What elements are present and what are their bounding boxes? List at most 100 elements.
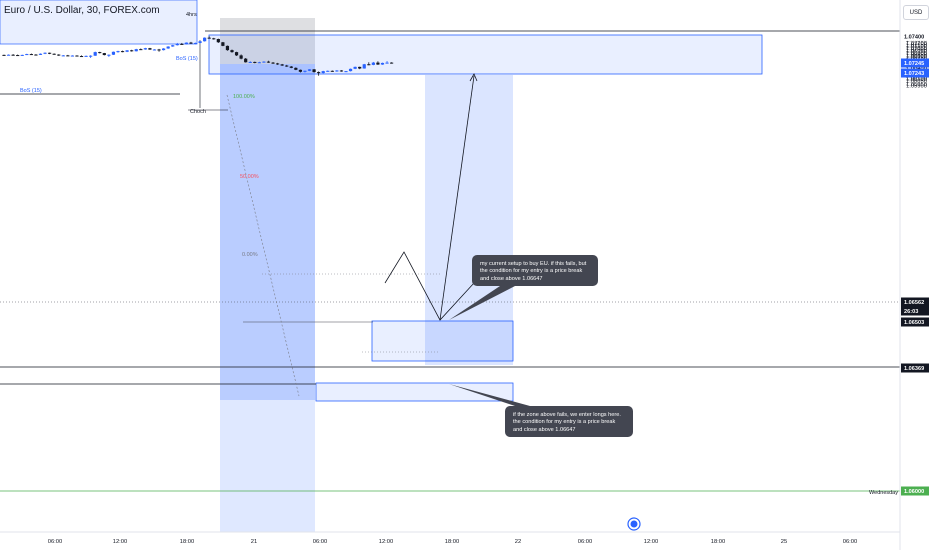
candle-body (134, 49, 138, 52)
fib-0-label: 0.00% (242, 252, 258, 258)
candle-body (207, 37, 211, 39)
candle-body (390, 62, 394, 64)
candle-body (257, 62, 261, 64)
candle-body (52, 53, 56, 55)
price-tick-label: 1.07100 (906, 44, 927, 50)
candle-body (198, 41, 202, 43)
price-tick-label: 1.05950 (906, 82, 927, 88)
candle-body (111, 51, 116, 55)
time-tick-label: 06:00 (843, 539, 858, 545)
htf-label: 4hrs (186, 12, 197, 18)
range-target-column (425, 75, 513, 365)
price-tick-label: 1.07000 (906, 47, 927, 53)
range-box-topleft (0, 0, 198, 45)
annotations: BoS (15) BoS (15) 4hrs Choch 100.00% 50.00% 0.… (20, 12, 898, 531)
candle-body (25, 54, 29, 56)
candle-body (2, 54, 6, 56)
fib-100-label: 100.00% (233, 94, 255, 100)
countdown-badge: 26:03 (904, 309, 918, 315)
price-tick-label: 1.06050 (906, 79, 927, 85)
candle-body (162, 48, 166, 51)
candle-body (48, 52, 52, 54)
candle-body (203, 37, 207, 42)
candle-body (271, 62, 275, 64)
candle-body (262, 61, 266, 63)
countdown-badge-bg (901, 306, 929, 316)
candle-body (120, 51, 125, 53)
time-tick-label: 06:00 (48, 539, 63, 545)
candle-body (225, 45, 230, 51)
candle-body (253, 61, 257, 63)
time-tick-label: 25 (781, 539, 787, 545)
callout-setup-pointer (449, 286, 515, 320)
candle-body (171, 45, 175, 47)
range-header (220, 18, 315, 64)
candle-body (139, 49, 143, 51)
candle-body (326, 70, 330, 72)
currency-button[interactable]: USD (903, 5, 929, 20)
time-tick-label: 22 (515, 539, 521, 545)
candle-body (157, 49, 161, 51)
candle-body (184, 42, 188, 45)
candle-body (107, 54, 111, 56)
candle-body (335, 70, 339, 72)
candle-body (102, 53, 106, 56)
price-tick-label: 1.07150 (906, 43, 927, 49)
price-badge-zone-top: 1.07245 (904, 61, 924, 67)
candle-body (75, 55, 79, 57)
candle-body (43, 52, 47, 54)
candle-body (34, 54, 38, 56)
price-badge-current: 1.06562 (904, 300, 924, 306)
fib-50-label: 50.00% (240, 174, 259, 180)
candle-body (116, 51, 120, 53)
level-lines (0, 30, 900, 492)
candle-body (298, 69, 302, 72)
range-bearish-leg-tail (220, 400, 315, 532)
price-tick-label: 1.07050 (906, 46, 927, 52)
candle-body (353, 66, 357, 69)
candle-body (79, 56, 84, 58)
range-bearish-leg (220, 64, 315, 400)
candle-body (344, 71, 348, 73)
price-badge-level: 1.06369 (904, 366, 924, 372)
price-badge-zone-top-bg (901, 58, 929, 68)
price-tick-label: 1.06950 (906, 49, 927, 55)
candle-body (266, 61, 271, 63)
price-badge-zone-bottom-bg (901, 68, 929, 78)
projection-arrow-line (439, 75, 475, 321)
price-badge-wednesday-bg (901, 486, 929, 496)
price-badge-level-bg (901, 363, 929, 373)
scroll-button-dot (630, 520, 638, 528)
candle-body (189, 42, 193, 44)
candle-body (321, 71, 325, 74)
candle-body (93, 52, 97, 56)
time-tick-label: 12:00 (644, 539, 659, 545)
demand-zone-lower (315, 382, 514, 402)
price-tick-label: 1.06800 (906, 54, 927, 60)
price-tick-label: 1.06150 (906, 75, 927, 81)
candle-body (312, 69, 316, 73)
candle-body (289, 66, 293, 68)
candle-body (248, 61, 252, 63)
time-tick-label: 18:00 (180, 539, 195, 545)
bos-top-label: BoS (15) (176, 56, 198, 62)
price-badge-entry: 1.06503 (904, 320, 924, 326)
time-tick-label: 06:00 (578, 539, 593, 545)
price-badge-top-bg (901, 31, 929, 41)
price-badge-top: 1.07400 (904, 34, 924, 40)
candle-body (358, 66, 362, 69)
candle-body (385, 62, 389, 64)
supply-zone (208, 34, 763, 75)
callout-setup: my current setup to buy EU. if this fail… (472, 255, 598, 286)
candle-body (234, 52, 239, 56)
callout-secondary: if the zone above fails, we enter longs … (505, 406, 633, 437)
chart-title: Euro / U.S. Dollar, 30, FOREX.com (4, 5, 160, 16)
candle-body (239, 55, 243, 59)
candle-body (330, 70, 334, 72)
candle-body (6, 54, 11, 56)
candle-body (244, 58, 248, 63)
candle-body (230, 50, 234, 53)
